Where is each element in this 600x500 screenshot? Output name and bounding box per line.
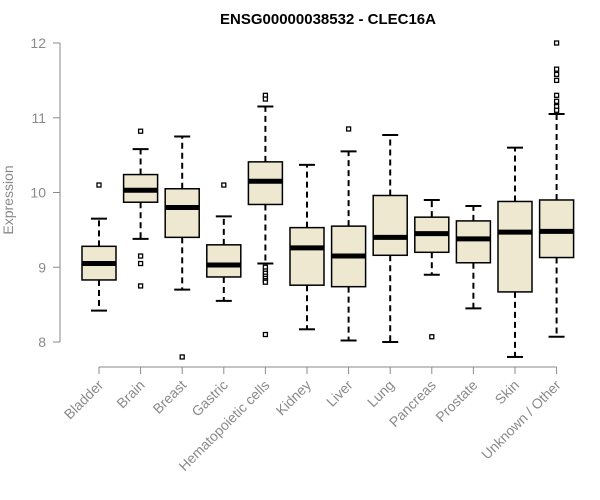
outlier-point bbox=[137, 260, 144, 267]
iqr-box bbox=[538, 199, 575, 259]
y-tick-label: 8 bbox=[38, 334, 46, 350]
box-prostate bbox=[455, 204, 492, 310]
x-tick-label: Lung bbox=[364, 377, 397, 410]
outlier-point bbox=[137, 283, 144, 289]
box-hematopoietic-cells bbox=[247, 92, 284, 338]
outlier-point bbox=[137, 253, 144, 259]
y-axis: 8 9 10 11 12 bbox=[30, 35, 61, 350]
x-tick-label: Unknown / Other bbox=[478, 377, 564, 463]
x-tick-label: Bladder bbox=[61, 377, 107, 423]
x-tick-label: Prostate bbox=[432, 377, 480, 425]
outlier-point bbox=[96, 182, 102, 188]
box-pancreas bbox=[414, 198, 450, 340]
box-breast bbox=[164, 135, 200, 360]
outlier-point bbox=[553, 66, 560, 72]
outlier-point bbox=[553, 71, 560, 78]
outlier-point bbox=[553, 77, 560, 84]
box-brain bbox=[122, 128, 159, 289]
box-bladder bbox=[81, 182, 117, 312]
box-gastric bbox=[206, 182, 242, 302]
x-tick-label: Breast bbox=[149, 377, 189, 417]
box-unknown-other bbox=[538, 40, 575, 338]
y-axis-label: Expression bbox=[0, 165, 16, 234]
y-tick-label: 10 bbox=[30, 185, 46, 201]
x-tick-label: Kidney bbox=[273, 377, 315, 419]
boxes-group bbox=[81, 40, 575, 360]
y-tick-label: 12 bbox=[30, 35, 46, 51]
iqr-box bbox=[497, 200, 533, 293]
box-lung bbox=[372, 133, 408, 343]
chart-title: ENSG00000038532 - CLEC16A bbox=[220, 11, 436, 28]
iqr-box bbox=[455, 220, 492, 264]
x-tick-label: Skin bbox=[492, 377, 523, 408]
outlier-point bbox=[553, 98, 560, 104]
iqr-box bbox=[289, 226, 325, 286]
iqr-box bbox=[206, 244, 242, 278]
box-kidney bbox=[289, 163, 325, 331]
outlier-point bbox=[262, 279, 269, 285]
x-tick-label: Liver bbox=[323, 377, 356, 410]
box-skin bbox=[497, 146, 533, 358]
iqr-box bbox=[372, 194, 408, 257]
outlier-point bbox=[179, 354, 185, 360]
outlier-point bbox=[553, 107, 560, 113]
outlier-point bbox=[262, 96, 269, 102]
outlier-point bbox=[262, 331, 269, 338]
x-tick-label: Brain bbox=[113, 377, 147, 411]
y-tick-label: 9 bbox=[38, 259, 46, 275]
outlier-point bbox=[345, 126, 352, 132]
iqr-box bbox=[164, 188, 200, 239]
outlier-point bbox=[221, 182, 227, 188]
outlier-point bbox=[553, 40, 560, 46]
box-liver bbox=[330, 126, 367, 342]
outlier-point bbox=[429, 334, 435, 340]
outlier-point bbox=[137, 128, 144, 134]
y-tick-label: 11 bbox=[31, 110, 46, 126]
outlier-point bbox=[553, 92, 560, 98]
